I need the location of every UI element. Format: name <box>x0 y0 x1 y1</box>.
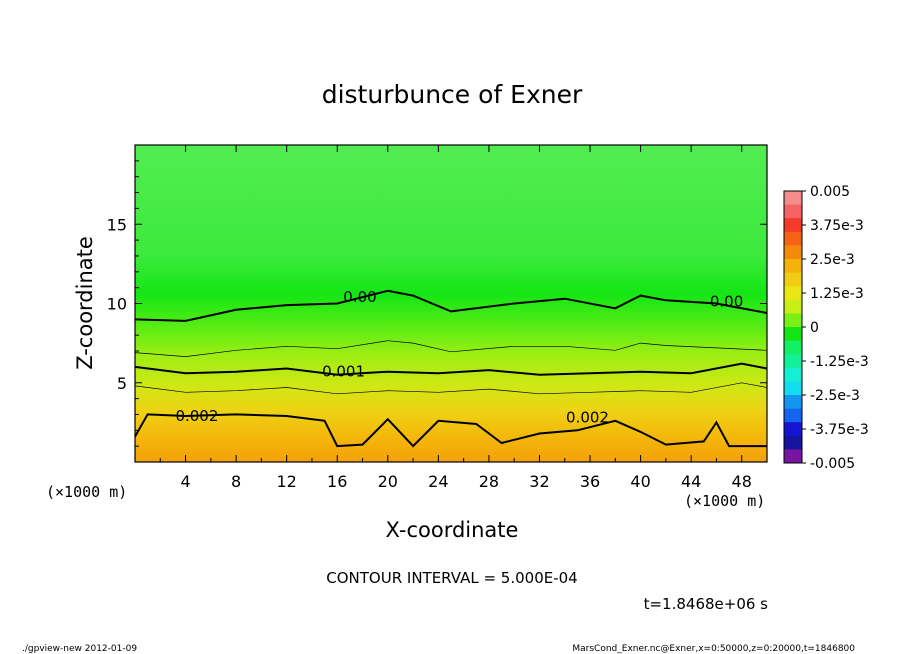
x-tick-label: 36 <box>580 472 600 491</box>
x-tick-label: 12 <box>277 472 297 491</box>
colorbar-segment <box>784 367 802 382</box>
contour-line-thin-upper <box>135 340 767 357</box>
x-tick-label: 28 <box>479 472 499 491</box>
colorbar-segment <box>784 299 802 314</box>
colorbar-segment <box>784 449 802 464</box>
footer-right: MarsCond_Exner.nc@Exner,x=0:50000,z=0:20… <box>572 644 855 654</box>
x-tick-label: 40 <box>630 472 650 491</box>
colorbar-segment <box>784 327 802 342</box>
x-axis-label: X-coordinate <box>386 518 519 542</box>
colorbar-label: 3.75e-3 <box>810 218 864 234</box>
colorbar-segment <box>784 435 802 450</box>
x-tick-label: 16 <box>327 472 347 491</box>
y-tick-label: 5 <box>117 374 127 393</box>
colorbar-segment <box>784 286 802 301</box>
x-unit-right: (×1000 m) <box>684 492 765 510</box>
colorbar-segment <box>784 354 802 369</box>
colorbar-segment <box>784 245 802 260</box>
footer-left: ./gpview-new 2012-01-09 <box>22 644 137 654</box>
colorbar-segment <box>784 259 802 274</box>
colorbar: 0.005 3.75e-3 2.5e-3 1.25e-3 0 -1.25e-3 -2.5e-… <box>784 184 869 472</box>
colorbar-segment <box>784 408 802 423</box>
colorbar-segment <box>784 313 802 328</box>
colorbar-label: -2.5e-3 <box>810 388 860 404</box>
colorbar-label: 0.005 <box>810 184 850 200</box>
y-tick-label: 10 <box>107 295 127 314</box>
colorbar-segment <box>784 218 802 233</box>
colorbar-segment <box>784 204 802 219</box>
x-tick-label: 44 <box>681 472 701 491</box>
colorbar-label: 2.5e-3 <box>810 252 855 268</box>
colorbar-segment <box>784 231 802 246</box>
colorbar-label: 1.25e-3 <box>810 286 864 302</box>
contour-line-002 <box>135 413 767 448</box>
field-shading <box>135 145 767 462</box>
colorbar-label: 0 <box>810 320 819 336</box>
y-axis-label: Z-coordinate <box>73 236 97 370</box>
x-tick-label: 32 <box>529 472 549 491</box>
contour-label: 0.002 <box>566 408 609 426</box>
contour-label: 0.001 <box>322 362 365 380</box>
colorbar-label: -3.75e-3 <box>810 422 869 438</box>
contour-label: 0.00 <box>343 288 376 306</box>
colorbar-label: -1.25e-3 <box>810 354 869 370</box>
contour-line-001 <box>135 362 767 376</box>
colorbar-label: -0.005 <box>810 456 855 472</box>
contour-lines: 0.00 0.00 0.001 0.002 0.002 <box>135 288 767 448</box>
x-axis-ticks: 4 8 12 16 20 24 28 32 36 40 44 48 <box>159 145 768 491</box>
colorbar-segment <box>784 340 802 355</box>
colorbar-segment <box>784 395 802 410</box>
x-tick-label: 4 <box>180 472 190 491</box>
colorbar-segment <box>784 191 802 206</box>
y-tick-label: 15 <box>107 215 127 234</box>
x-unit-left: (×1000 m) <box>46 483 127 501</box>
colorbar-segment <box>784 422 802 437</box>
x-tick-label: 48 <box>732 472 752 491</box>
colorbar-segment <box>784 272 802 287</box>
x-tick-label: 8 <box>231 472 241 491</box>
x-tick-label: 24 <box>428 472 448 491</box>
contour-line-zero <box>135 289 767 322</box>
y-axis-ticks: 5 10 15 <box>107 160 767 447</box>
contour-label: 0.00 <box>710 293 743 311</box>
time-label: t=1.8468e+06 s <box>644 595 769 613</box>
chart-title: disturbunce of Exner <box>322 80 583 109</box>
contour-line-thin-lower <box>135 382 767 395</box>
x-tick-label: 20 <box>378 472 398 491</box>
colorbar-frame <box>783 190 803 464</box>
contour-interval-note: CONTOUR INTERVAL = 5.000E-04 <box>326 569 577 587</box>
plot-field: 0.00 0.00 0.001 0.002 0.002 <box>135 145 767 462</box>
colorbar-segment <box>784 381 802 396</box>
contour-label: 0.002 <box>175 407 218 425</box>
